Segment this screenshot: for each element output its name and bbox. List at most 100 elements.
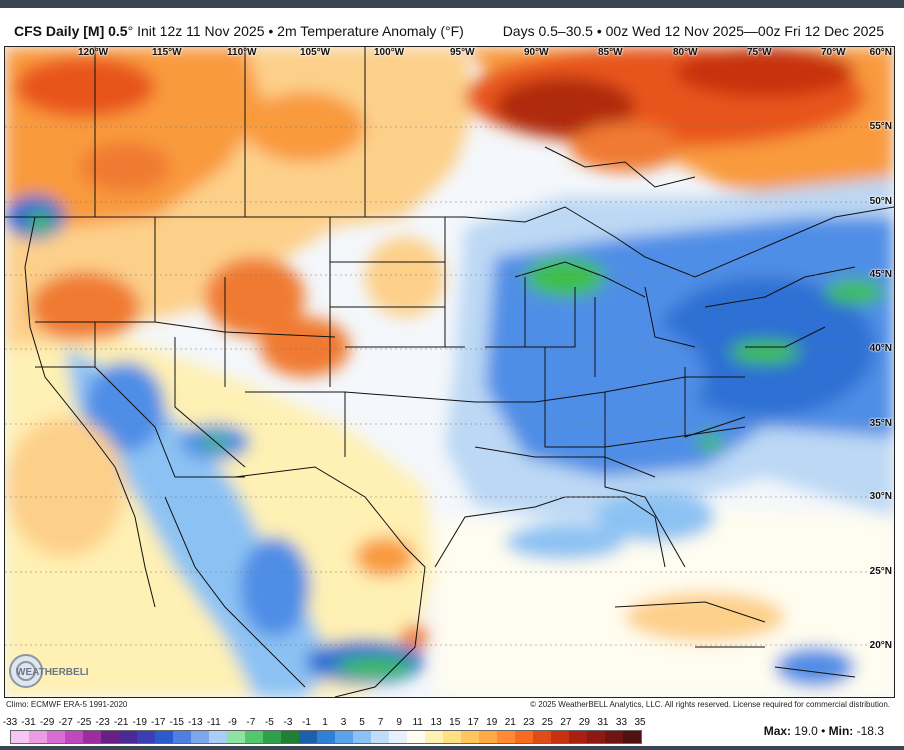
legend-swatch <box>479 731 497 743</box>
legend-swatch <box>155 731 173 743</box>
legend-tick: -19 <box>132 717 147 728</box>
legend-swatch <box>11 731 29 743</box>
legend-swatch <box>209 731 227 743</box>
legend-tick: 13 <box>430 717 442 728</box>
legend-tick: -3 <box>283 717 293 728</box>
legend-swatch <box>83 731 101 743</box>
legend-tick: 31 <box>597 717 609 728</box>
legend-swatch <box>335 731 353 743</box>
lon-label-70w: 70°W <box>821 47 846 58</box>
legend-tick: -27 <box>58 717 73 728</box>
legend-swatch <box>65 731 83 743</box>
legend-tick: -17 <box>151 717 166 728</box>
legend-tick: -25 <box>76 717 92 728</box>
legend-tick: 29 <box>578 717 590 728</box>
legend-swatch <box>425 731 443 743</box>
lat-label-20n: 20°N <box>869 640 892 651</box>
lat-label-45n: 45°N <box>869 269 892 280</box>
legend-swatch <box>407 731 425 743</box>
legend-swatch <box>551 731 569 743</box>
lat-label-55n: 55°N <box>869 121 892 132</box>
top-bar <box>0 0 904 8</box>
lon-label-95w: 95°W <box>450 47 475 58</box>
lon-label-110w: 110°W <box>227 47 257 58</box>
legend-swatch <box>371 731 389 743</box>
legend-tick: -1 <box>302 717 311 728</box>
lon-label-120w: 120°W <box>78 47 109 58</box>
legend-swatch <box>47 731 65 743</box>
legend-tick: -15 <box>169 717 184 728</box>
legend-tick: -23 <box>95 717 110 728</box>
legend-swatch <box>299 731 317 743</box>
weatherbell-logo: WEATHERBELL <box>9 654 88 688</box>
legend-swatch <box>281 731 299 743</box>
lon-label-105w: 105°W <box>300 47 331 58</box>
legend-swatch <box>29 731 47 743</box>
model-name: CFS Daily [M] 0.5 <box>14 23 128 39</box>
lat-label-40n: 40°N <box>869 343 892 354</box>
legend-swatch <box>533 731 551 743</box>
legend-swatch <box>191 731 209 743</box>
legend-tick: -13 <box>188 717 203 728</box>
min-label: Min: <box>828 724 854 738</box>
lat-label-25n: 25°N <box>869 566 892 577</box>
lon-label-85w: 85°W <box>598 47 623 58</box>
max-min-readout: Max: 19.0 • Min: -18.3 <box>764 724 884 738</box>
legend-tick: 15 <box>449 717 461 728</box>
legend-tick: 21 <box>504 717 516 728</box>
legend-tick: -11 <box>206 717 221 728</box>
legend-swatch <box>353 731 371 743</box>
lon-label-100w: 100°W <box>374 47 405 58</box>
valid-time: Days 0.5–30.5 • 00z Wed 12 Nov 2025—00z … <box>502 23 884 39</box>
legend-tick: 3 <box>340 717 347 728</box>
svg-text:WEATHERBELL: WEATHERBELL <box>16 667 88 678</box>
legend-tick: 1 <box>322 717 328 728</box>
lat-label-30n: 30°N <box>869 491 892 502</box>
max-value: 19.0 <box>794 724 818 738</box>
legend-swatch <box>137 731 155 743</box>
legend-tick: -33 <box>2 717 18 728</box>
legend-swatch <box>497 731 515 743</box>
min-value: -18.3 <box>856 724 884 738</box>
legend-tick: -31 <box>21 717 36 728</box>
legend-tick: 5 <box>359 717 365 728</box>
legend-swatch <box>119 731 137 743</box>
legend-swatch <box>569 731 587 743</box>
legend-tick: 25 <box>541 717 553 728</box>
legend-swatch <box>245 731 263 743</box>
product-name: 2m Temperature Anomaly (°F) <box>277 23 464 39</box>
legend-tick: 19 <box>486 717 498 728</box>
legend-tick: 17 <box>467 717 479 728</box>
maxmin-separator: • <box>821 724 826 738</box>
legend-swatch <box>173 731 191 743</box>
map-panel <box>4 46 895 698</box>
legend-tick: -5 <box>264 717 274 728</box>
legend-tick: 7 <box>377 717 384 728</box>
header: CFS Daily [M] 0.5° Init 12z 11 Nov 2025 … <box>0 8 904 46</box>
degree-symbol: ° <box>127 23 134 39</box>
max-label: Max: <box>763 724 792 738</box>
lon-label-80w: 80°W <box>673 47 698 58</box>
legend-swatch <box>461 731 479 743</box>
legend-tick: -9 <box>227 717 237 728</box>
legend-tick: 27 <box>560 717 572 728</box>
legend-swatch <box>605 731 623 743</box>
legend-swatch <box>443 731 461 743</box>
legend-tick: -21 <box>113 717 129 728</box>
lat-label-50n: 50°N <box>869 196 892 207</box>
bullet: • <box>268 23 274 39</box>
legend-swatch <box>389 731 407 743</box>
legend-tick: -29 <box>39 717 55 728</box>
legend-swatch <box>227 731 245 743</box>
legend-swatch <box>317 731 335 743</box>
title-left: CFS Daily [M] 0.5° Init 12z 11 Nov 2025 … <box>14 23 464 39</box>
init-time: Init 12z 11 Nov 2025 <box>137 23 265 39</box>
color-legend-bar <box>10 730 642 744</box>
legend-swatch <box>515 731 533 743</box>
legend-tick: 23 <box>523 717 535 728</box>
legend-tick: 9 <box>396 717 402 728</box>
anomaly-map <box>5 47 894 697</box>
legend-tick: -7 <box>246 717 256 728</box>
bottom-bar <box>0 746 904 750</box>
copyright-credit: © 2025 WeatherBELL Analytics, LLC. All r… <box>530 700 890 709</box>
